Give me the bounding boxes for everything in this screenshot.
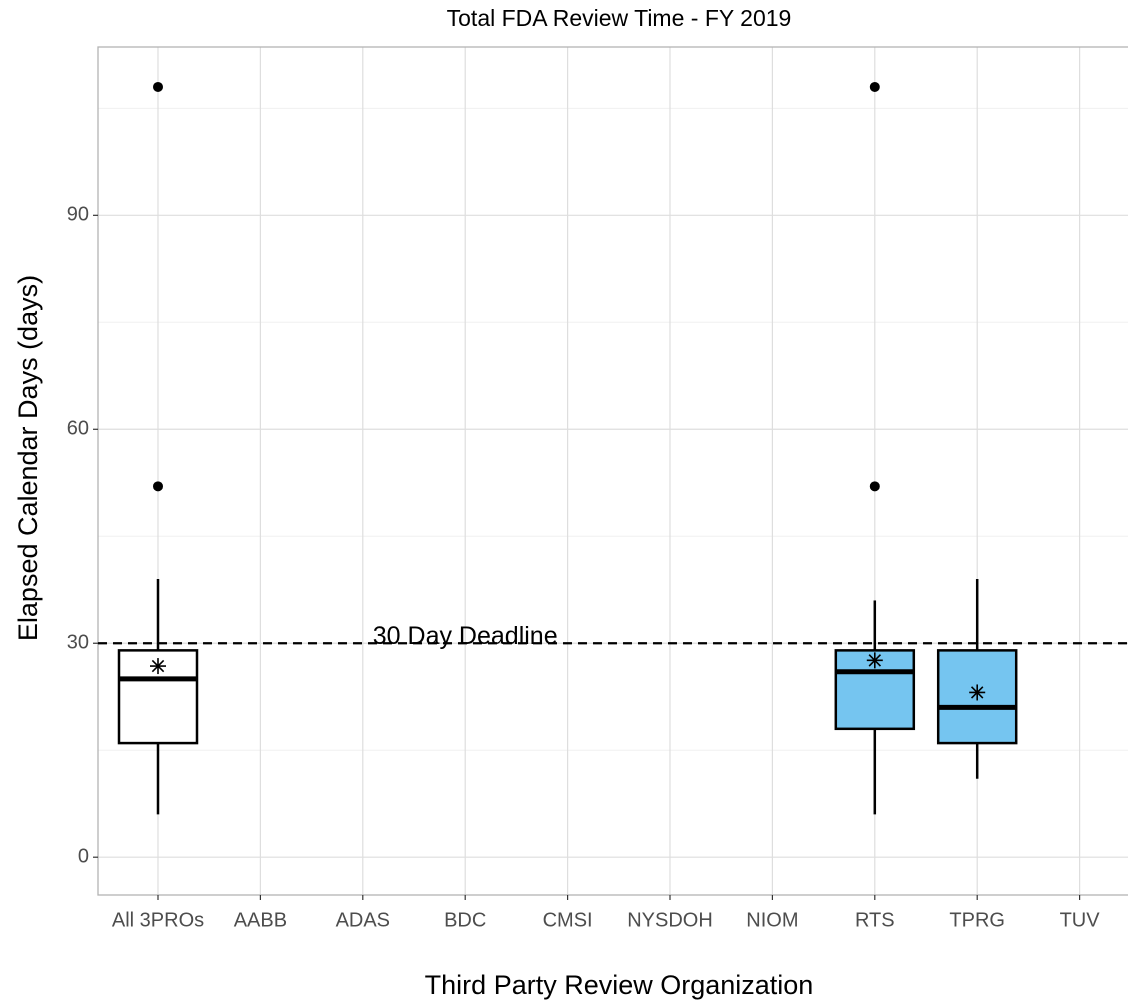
x-tick-label: TPRG (949, 909, 1005, 931)
x-tick-label: NIOM (746, 909, 798, 931)
x-tick-label: BDC (444, 909, 486, 931)
mean-spoke (151, 659, 165, 673)
x-tick-label: TUV (1060, 909, 1101, 931)
outlier (869, 481, 880, 492)
x-axis-title: Third Party Review Organization (425, 970, 814, 1000)
deadline-label: 30 Day Deadline (373, 622, 558, 650)
mean-marker (150, 658, 166, 675)
y-tick-label: 90 (67, 204, 89, 226)
y-tick-label: 0 (78, 845, 89, 867)
mean-spoke (868, 654, 882, 667)
y-axis-title: Elapsed Calendar Days (days) (13, 275, 43, 641)
x-tick-label: AABB (234, 909, 287, 931)
y-tick-label: 60 (67, 418, 89, 440)
mean-spoke (970, 686, 984, 699)
chart-title: Total FDA Review Time - FY 2019 (447, 5, 792, 31)
x-tick-label: CMSI (543, 909, 593, 931)
mean-marker (969, 684, 986, 701)
outlier (869, 81, 880, 92)
panel-border (97, 46, 1128, 896)
x-tick-label: ADAS (336, 909, 390, 931)
x-tick-label: All 3PROs (112, 909, 204, 931)
outlier (153, 481, 163, 492)
y-tick-label: 30 (67, 632, 89, 654)
x-tick-label: NYSDOH (627, 909, 713, 931)
x-tick-label: RTS (855, 909, 895, 931)
mean-marker (866, 652, 883, 669)
outlier (153, 81, 163, 92)
